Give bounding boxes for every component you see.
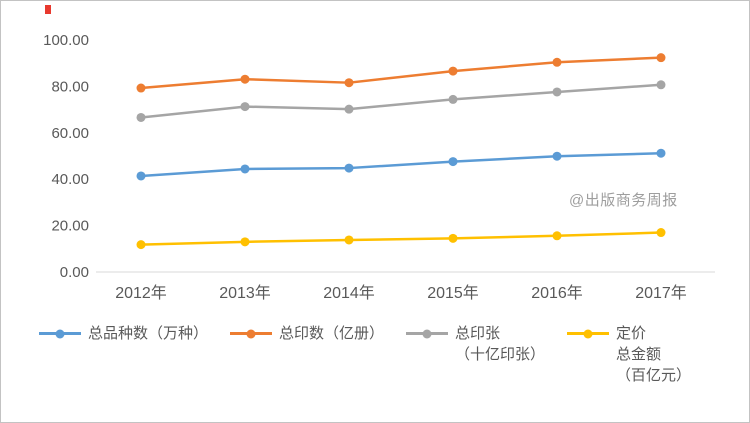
data-point bbox=[656, 53, 666, 63]
series-line-2 bbox=[140, 83, 662, 119]
legend-dot bbox=[583, 329, 593, 338]
data-point bbox=[240, 164, 250, 174]
data-point bbox=[136, 83, 146, 93]
data-point bbox=[656, 228, 666, 238]
data-point bbox=[448, 233, 458, 243]
y-axis-tick-label: 100.00 bbox=[43, 32, 89, 49]
legend-item-total-copies: 总印数（亿册） bbox=[230, 323, 384, 344]
data-point bbox=[240, 102, 250, 112]
legend-label: 总印张 （十亿印张） bbox=[455, 325, 546, 363]
legend-item-total-sheets: 总印张 （十亿印张） bbox=[406, 323, 545, 365]
line-chart: 0.00 20.00 40.00 60.00 80.00 100.00 2012年 2013年… bbox=[43, 32, 715, 302]
x-axis-tick-label: 2012年 bbox=[115, 284, 167, 302]
data-point bbox=[552, 151, 562, 161]
data-point bbox=[240, 237, 250, 247]
data-point bbox=[552, 231, 562, 241]
data-point bbox=[240, 74, 250, 84]
y-axis-tick-label: 0.00 bbox=[60, 264, 89, 281]
series-line-3 bbox=[140, 231, 662, 246]
series-line-0 bbox=[140, 151, 662, 178]
data-point bbox=[448, 66, 458, 76]
legend-item-total-price: 定价 总金额 （百亿元） bbox=[567, 323, 691, 386]
red-artifact-mark bbox=[45, 5, 51, 14]
y-axis-tick-label: 80.00 bbox=[51, 78, 89, 95]
watermark: @出版商务周报 bbox=[569, 192, 678, 209]
x-axis-tick-label: 2014年 bbox=[323, 284, 375, 302]
legend-item-total-titles: 总品种数（万种） bbox=[39, 323, 208, 344]
legend-marker-blue bbox=[39, 323, 81, 344]
legend-dot bbox=[55, 329, 65, 338]
data-point bbox=[344, 104, 354, 114]
series-line-1 bbox=[140, 56, 662, 90]
x-axis-tick-label: 2017年 bbox=[635, 284, 687, 302]
data-point bbox=[136, 171, 146, 181]
y-axis-tick-label: 20.00 bbox=[51, 218, 89, 235]
data-point bbox=[552, 87, 562, 97]
legend-marker-orange bbox=[230, 323, 273, 344]
x-axis-tick-label: 2016年 bbox=[531, 284, 583, 302]
data-point bbox=[656, 148, 666, 158]
data-point bbox=[448, 157, 458, 167]
legend-marker-gray bbox=[406, 323, 449, 344]
data-point bbox=[448, 94, 458, 104]
x-axis-tick-label: 2015年 bbox=[427, 284, 479, 302]
data-point bbox=[136, 240, 146, 250]
legend-label: 总印数（亿册） bbox=[279, 325, 385, 342]
legend-dot bbox=[422, 329, 432, 338]
legend-dot bbox=[246, 329, 256, 338]
legend-label: 总品种数（万种） bbox=[88, 325, 209, 342]
data-point bbox=[344, 163, 354, 173]
data-point bbox=[344, 78, 354, 88]
legend-marker-yellow bbox=[567, 323, 610, 344]
x-axis-tick-label: 2013年 bbox=[219, 284, 271, 302]
chart-legend: 总品种数（万种） 总印数（亿册） 总印张 （十亿印张） 定价 总金额 （百亿元） bbox=[39, 323, 691, 386]
data-point bbox=[552, 57, 562, 67]
data-point bbox=[344, 235, 354, 245]
data-point bbox=[136, 112, 146, 122]
data-point bbox=[656, 80, 666, 90]
legend-label: 定价 总金额 （百亿元） bbox=[616, 325, 692, 384]
y-axis-tick-label: 40.00 bbox=[51, 171, 89, 188]
y-axis-tick-label: 60.00 bbox=[51, 125, 89, 142]
